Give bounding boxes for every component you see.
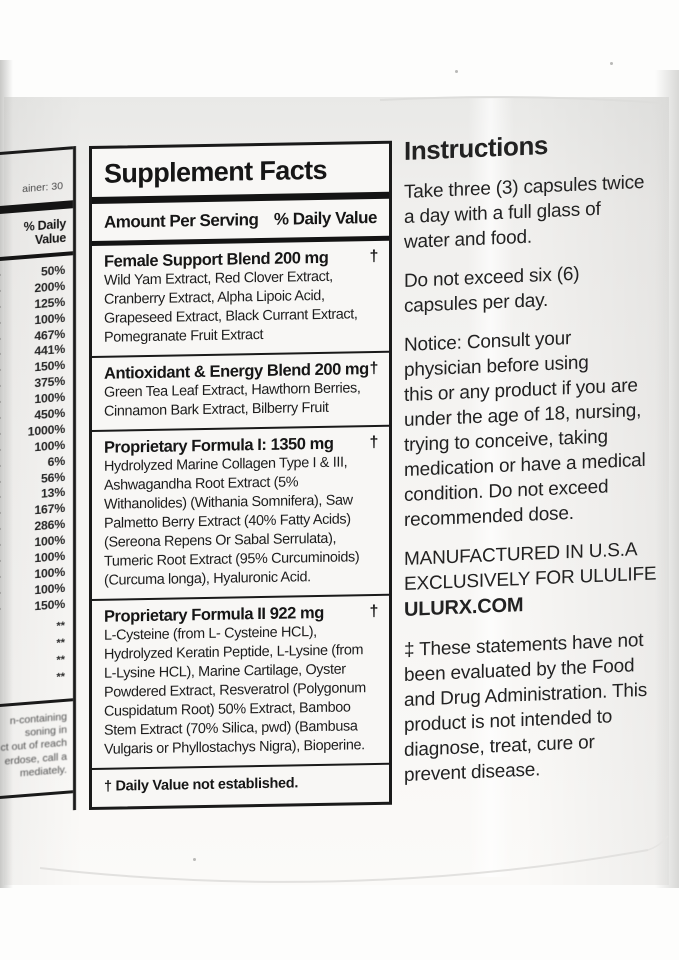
ingredient-section: Antioxidant & Energy Blend 200 mg † Green …	[92, 352, 389, 432]
facts-column-headers: Amount Per Serving % Daily Value	[92, 199, 389, 241]
iron-warning-text-fragment: n-containing soning in ct out of reach e…	[0, 710, 67, 780]
supplement-facts-title: Supplement Facts	[104, 154, 327, 189]
dust-speck	[610, 62, 613, 65]
dagger-symbol: †	[369, 602, 378, 621]
instructions-paragraph: Take three (3) capsules twice a day with…	[404, 171, 645, 253]
bottle-sheen	[468, 97, 514, 877]
ingredient-section: Proprietary Formula II 922 mg † L-Cysteine…	[92, 595, 389, 770]
section-ingredients: Wild Yam Extract, Red Clover Extract, Cr…	[104, 268, 358, 346]
section-ingredients: Hydrolyzed Marine Collagen Type I & III,…	[104, 454, 360, 589]
instructions-paragraph: Notice: Consult your physician before us…	[404, 327, 646, 531]
instructions-column: Instructions Take three (3) capsules twi…	[404, 125, 676, 802]
photo-bottom	[0, 888, 679, 960]
ingredient-sections: Female Support Blend 200 mg † Wild Yam Ext…	[92, 240, 389, 770]
manufacturer-text: MANUFACTURED IN U.S.A EXCLUSIVELY FOR UL…	[404, 539, 657, 595]
wrapped-nutrition-panel: ainer: 30 % Daily Value 50% 200% 125% 100% 4…	[0, 146, 76, 817]
fda-disclaimer-text: ‡ These statements have not been evaluat…	[404, 629, 648, 786]
instructions-paragraphs: Take three (3) capsules twice a day with…	[404, 169, 676, 533]
bottle-right-edge-shadow	[655, 70, 679, 910]
instructions-paragraph: Do not exceed six (6) capsules per day.	[404, 263, 580, 317]
daily-value-column-header: % Daily Value	[23, 216, 66, 248]
iron-warning-box: n-containing soning in ct out of reach e…	[0, 697, 73, 799]
servings-container-fragment: ainer: 30	[22, 180, 63, 196]
dagger-symbol: †	[369, 433, 378, 452]
percent-daily-value-label: % Daily Value	[273, 207, 377, 229]
ingredient-section: Proprietary Formula I: 1350 mg † Hydrolyze…	[92, 426, 389, 601]
amount-per-serving-label: Amount Per Serving	[104, 210, 259, 232]
daily-value-footnote: † Daily Value not established.	[104, 775, 299, 795]
daily-value-percent-list: 50% 200% 125% 100% 467% 441% 150% 375% 100% 450% 1…	[0, 255, 73, 618]
section-ingredients: L-Cysteine (from L- Cysteine HCL), Hydro…	[104, 624, 366, 758]
supplement-facts-panel: Supplement Facts Amount Per Serving % Da…	[89, 140, 392, 810]
dust-speck	[455, 70, 458, 73]
no-daily-value-marks: ** ** ** **	[0, 612, 73, 693]
ingredient-section: Female Support Blend 200 mg † Wild Yam Ext…	[92, 240, 389, 358]
section-ingredients: Green Tea Leaf Extract, Hawthorn Berries…	[104, 380, 361, 420]
dagger-symbol: †	[369, 247, 378, 266]
dagger-symbol: †	[369, 359, 378, 378]
dust-speck	[193, 858, 196, 861]
